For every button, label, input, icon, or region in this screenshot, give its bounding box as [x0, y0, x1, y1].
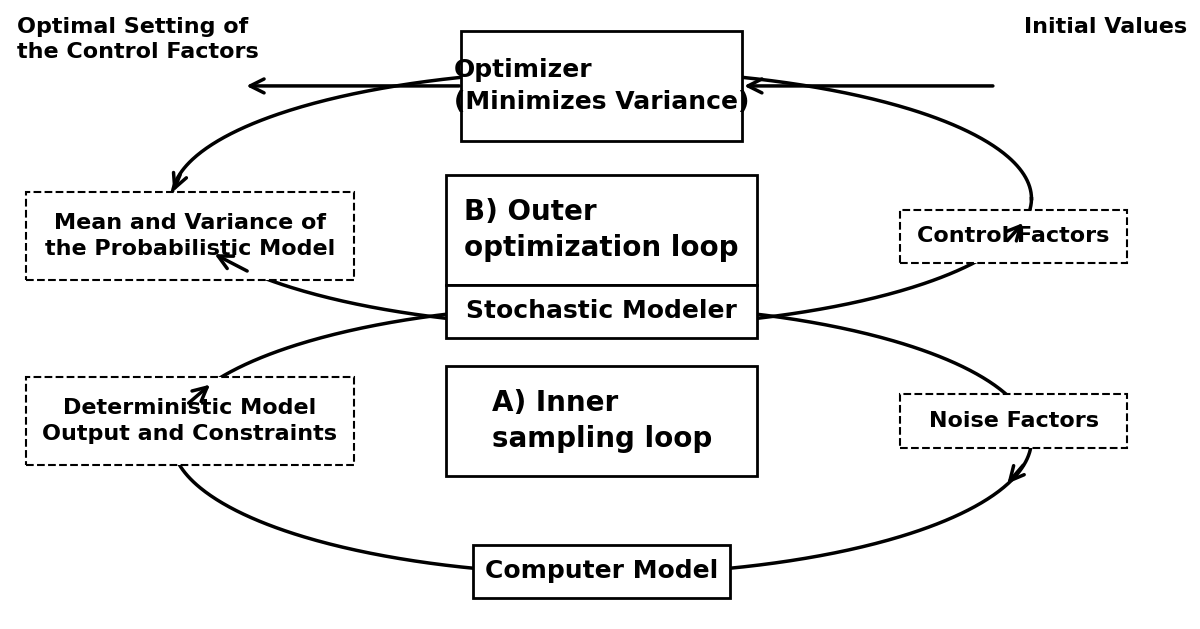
FancyBboxPatch shape	[900, 209, 1127, 263]
FancyBboxPatch shape	[446, 285, 757, 338]
FancyBboxPatch shape	[446, 175, 757, 285]
Text: Deterministic Model
Output and Constraints: Deterministic Model Output and Constrain…	[42, 398, 337, 444]
Text: Control Factors: Control Factors	[917, 226, 1110, 246]
Text: Initial Values: Initial Values	[1024, 17, 1187, 37]
Text: Mean and Variance of
the Probabilistic Model: Mean and Variance of the Probabilistic M…	[44, 213, 335, 259]
FancyBboxPatch shape	[25, 192, 354, 280]
FancyBboxPatch shape	[446, 366, 757, 476]
FancyBboxPatch shape	[461, 31, 742, 141]
FancyBboxPatch shape	[25, 377, 354, 465]
Text: Optimal Setting of
the Control Factors: Optimal Setting of the Control Factors	[17, 17, 258, 62]
Text: Noise Factors: Noise Factors	[929, 411, 1098, 431]
FancyBboxPatch shape	[473, 545, 730, 598]
Text: Stochastic Modeler: Stochastic Modeler	[467, 299, 737, 323]
Text: Optimizer
(Minimizes Variance): Optimizer (Minimizes Variance)	[454, 58, 749, 114]
Text: A) Inner
sampling loop: A) Inner sampling loop	[492, 389, 712, 454]
Text: Computer Model: Computer Model	[485, 559, 719, 583]
FancyBboxPatch shape	[900, 394, 1127, 448]
Text: B) Outer
optimization loop: B) Outer optimization loop	[464, 198, 739, 262]
